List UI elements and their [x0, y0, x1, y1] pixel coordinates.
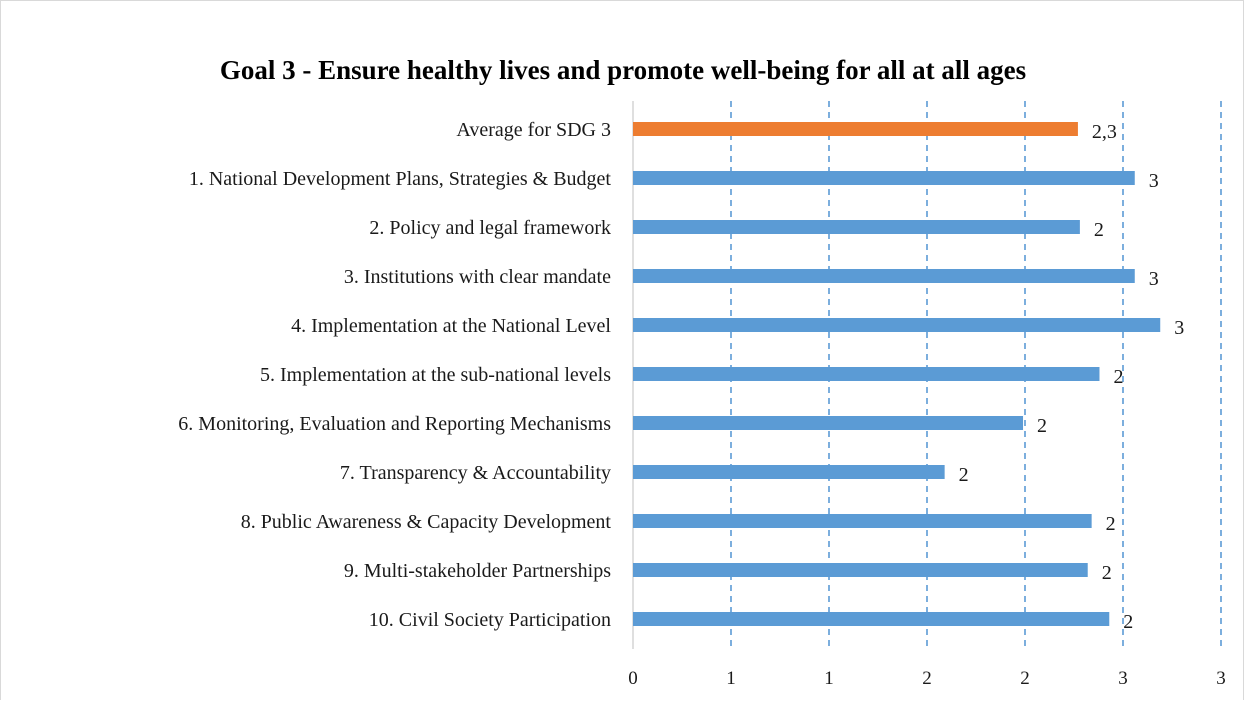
category-label: 9. Multi-stakeholder Partnerships [344, 560, 611, 582]
data-label: 2 [959, 464, 969, 486]
category-label: Average for SDG 3 [456, 119, 611, 141]
category-label: 4. Implementation at the National Level [291, 315, 611, 337]
data-label: 3 [1149, 268, 1159, 290]
category-label: 3. Institutions with clear mandate [344, 266, 611, 288]
category-label: 1. National Development Plans, Strategie… [189, 168, 612, 190]
bar [633, 612, 1110, 626]
data-label: 2 [1037, 415, 1047, 437]
category-label: 6. Monitoring, Evaluation and Reporting … [178, 413, 611, 435]
data-label: 2 [1106, 513, 1116, 535]
average-bar [633, 122, 1078, 136]
x-tick-label: 2 [1020, 668, 1030, 689]
bar [633, 171, 1135, 185]
x-tick-label: 2 [922, 668, 932, 689]
chart-title: Goal 3 - Ensure healthy lives and promot… [219, 55, 1027, 85]
data-label: 3 [1149, 170, 1159, 192]
bar [633, 514, 1092, 528]
category-label: 8. Public Awareness & Capacity Developme… [241, 511, 612, 533]
category-label: 5. Implementation at the sub-national le… [260, 364, 611, 386]
category-label: 10. Civil Society Participation [369, 609, 611, 631]
bar [633, 465, 945, 479]
bar [633, 220, 1080, 234]
category-label: 2. Policy and legal framework [369, 217, 611, 239]
bar [633, 563, 1088, 577]
data-label: 3 [1174, 317, 1184, 339]
x-tick-label: 3 [1216, 668, 1226, 689]
bar [633, 416, 1024, 430]
data-label: 2 [1102, 562, 1112, 584]
data-label: 2 [1094, 219, 1104, 241]
x-tick-label: 1 [726, 668, 736, 689]
x-tick-label: 0 [628, 668, 638, 689]
data-label: 2,3 [1092, 121, 1117, 143]
bar [633, 367, 1100, 381]
category-label: 7. Transparency & Accountability [340, 462, 611, 484]
x-tick-label: 3 [1118, 668, 1128, 689]
bar [633, 318, 1161, 332]
x-tick-label: 1 [824, 668, 834, 689]
data-label: 2 [1123, 611, 1133, 633]
data-label: 2 [1113, 366, 1123, 388]
bar [633, 269, 1135, 283]
